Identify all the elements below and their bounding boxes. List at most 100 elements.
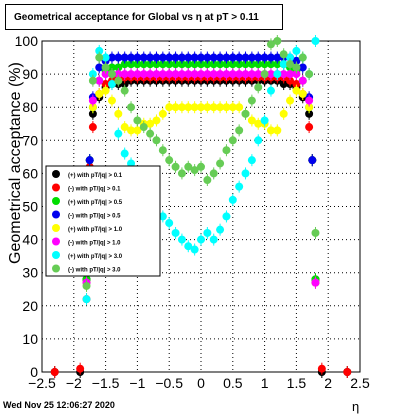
- data-point: [279, 50, 288, 59]
- data-point: [247, 96, 256, 105]
- axis-ticks: −2.5 −2 −1.5 −1 −0.5 0 0.5 1 1.5 2 2.5 0 10 20 30 40 50 6…: [15, 33, 370, 391]
- data-point: [228, 136, 237, 145]
- legend-label: (-) with pT/|q| > 0.1: [68, 187, 121, 193]
- data-point: [158, 146, 167, 155]
- x-tick-label: −1.5: [92, 375, 120, 391]
- legend-label: (-) with pT/|q| > 3.0: [68, 268, 121, 274]
- legend-marker: [52, 210, 60, 219]
- data-point: [273, 60, 282, 69]
- data-point: [114, 109, 123, 118]
- data-point: [177, 53, 186, 62]
- data-point: [266, 86, 275, 95]
- legend-label: (+) with pT/|q| > 3.0: [68, 254, 123, 260]
- data-point: [254, 53, 263, 62]
- data-point: [152, 116, 161, 125]
- data-point: [120, 149, 129, 158]
- data-point: [107, 80, 116, 89]
- data-point: [343, 368, 352, 376]
- data-point: [101, 86, 110, 95]
- data-point: [190, 60, 199, 69]
- data-point: [146, 129, 155, 138]
- data-point: [120, 123, 129, 132]
- data-point: [273, 37, 282, 45]
- data-point: [88, 123, 97, 132]
- x-tick-label: 2: [324, 375, 332, 391]
- data-point: [305, 109, 314, 118]
- data-point: [127, 60, 136, 69]
- data-point: [177, 169, 186, 178]
- data-point: [286, 53, 295, 62]
- data-point: [133, 126, 142, 135]
- data-point: [127, 126, 136, 135]
- data-point: [235, 53, 244, 62]
- data-point: [165, 53, 174, 62]
- legend-marker: [52, 251, 60, 259]
- data-point: [127, 70, 136, 79]
- data-point: [286, 60, 295, 69]
- data-point: [152, 53, 161, 62]
- data-point: [266, 60, 275, 69]
- y-tick-label: 70: [22, 132, 38, 148]
- chart-title-box: Geometrical acceptance for Global vs η a…: [5, 4, 283, 30]
- data-point: [317, 364, 326, 373]
- data-point: [95, 63, 104, 72]
- data-point: [254, 70, 263, 79]
- x-tick-label: 1.5: [287, 375, 307, 391]
- data-point: [311, 278, 320, 287]
- data-point: [190, 245, 199, 254]
- legend-marker: [52, 183, 60, 192]
- y-tick-label: 10: [22, 331, 38, 347]
- data-point: [139, 60, 148, 69]
- y-tick-label: 60: [22, 165, 38, 181]
- data-point: [88, 76, 97, 85]
- data-point: [286, 76, 295, 85]
- data-point: [171, 162, 180, 171]
- data-point: [95, 46, 104, 55]
- data-point: [184, 60, 193, 69]
- data-point: [184, 103, 193, 112]
- data-point: [101, 53, 110, 62]
- data-point: [279, 60, 288, 69]
- data-point: [298, 89, 307, 98]
- data-point: [127, 53, 136, 62]
- data-point: [279, 80, 288, 89]
- data-point: [85, 156, 94, 165]
- y-tick-label: 30: [22, 265, 38, 281]
- data-point: [216, 53, 225, 62]
- data-point: [279, 109, 288, 118]
- data-point: [254, 136, 263, 145]
- data-point: [228, 103, 237, 112]
- data-point: [203, 176, 212, 185]
- data-point: [139, 53, 148, 62]
- data-point: [241, 53, 250, 62]
- data-point: [152, 136, 161, 145]
- data-point: [82, 295, 91, 304]
- data-point: [133, 116, 142, 125]
- data-point: [260, 116, 269, 125]
- data-point: [95, 76, 104, 85]
- data-point: [158, 53, 167, 62]
- legend-marker: [52, 264, 60, 273]
- data-point: [241, 70, 250, 79]
- data-point: [266, 53, 275, 62]
- data-point: [120, 53, 129, 62]
- data-point: [203, 228, 212, 237]
- data-point: [266, 40, 275, 49]
- data-point: [286, 96, 295, 105]
- series-8: [82, 35, 320, 292]
- x-tick-label: −2: [66, 375, 82, 391]
- data-point: [266, 70, 275, 79]
- data-point: [279, 70, 288, 79]
- data-point: [184, 242, 193, 251]
- data-point: [184, 53, 193, 62]
- y-tick-label: 20: [22, 298, 38, 314]
- data-point: [82, 281, 91, 290]
- data-point: [228, 60, 237, 69]
- data-point: [197, 53, 205, 62]
- data-point: [101, 63, 110, 72]
- data-point: [254, 60, 263, 69]
- data-point: [158, 109, 167, 118]
- data-point: [165, 156, 174, 165]
- data-point: [171, 103, 180, 112]
- data-point: [298, 76, 307, 85]
